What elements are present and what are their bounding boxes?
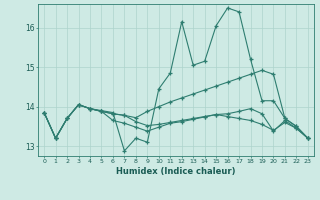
X-axis label: Humidex (Indice chaleur): Humidex (Indice chaleur) — [116, 167, 236, 176]
